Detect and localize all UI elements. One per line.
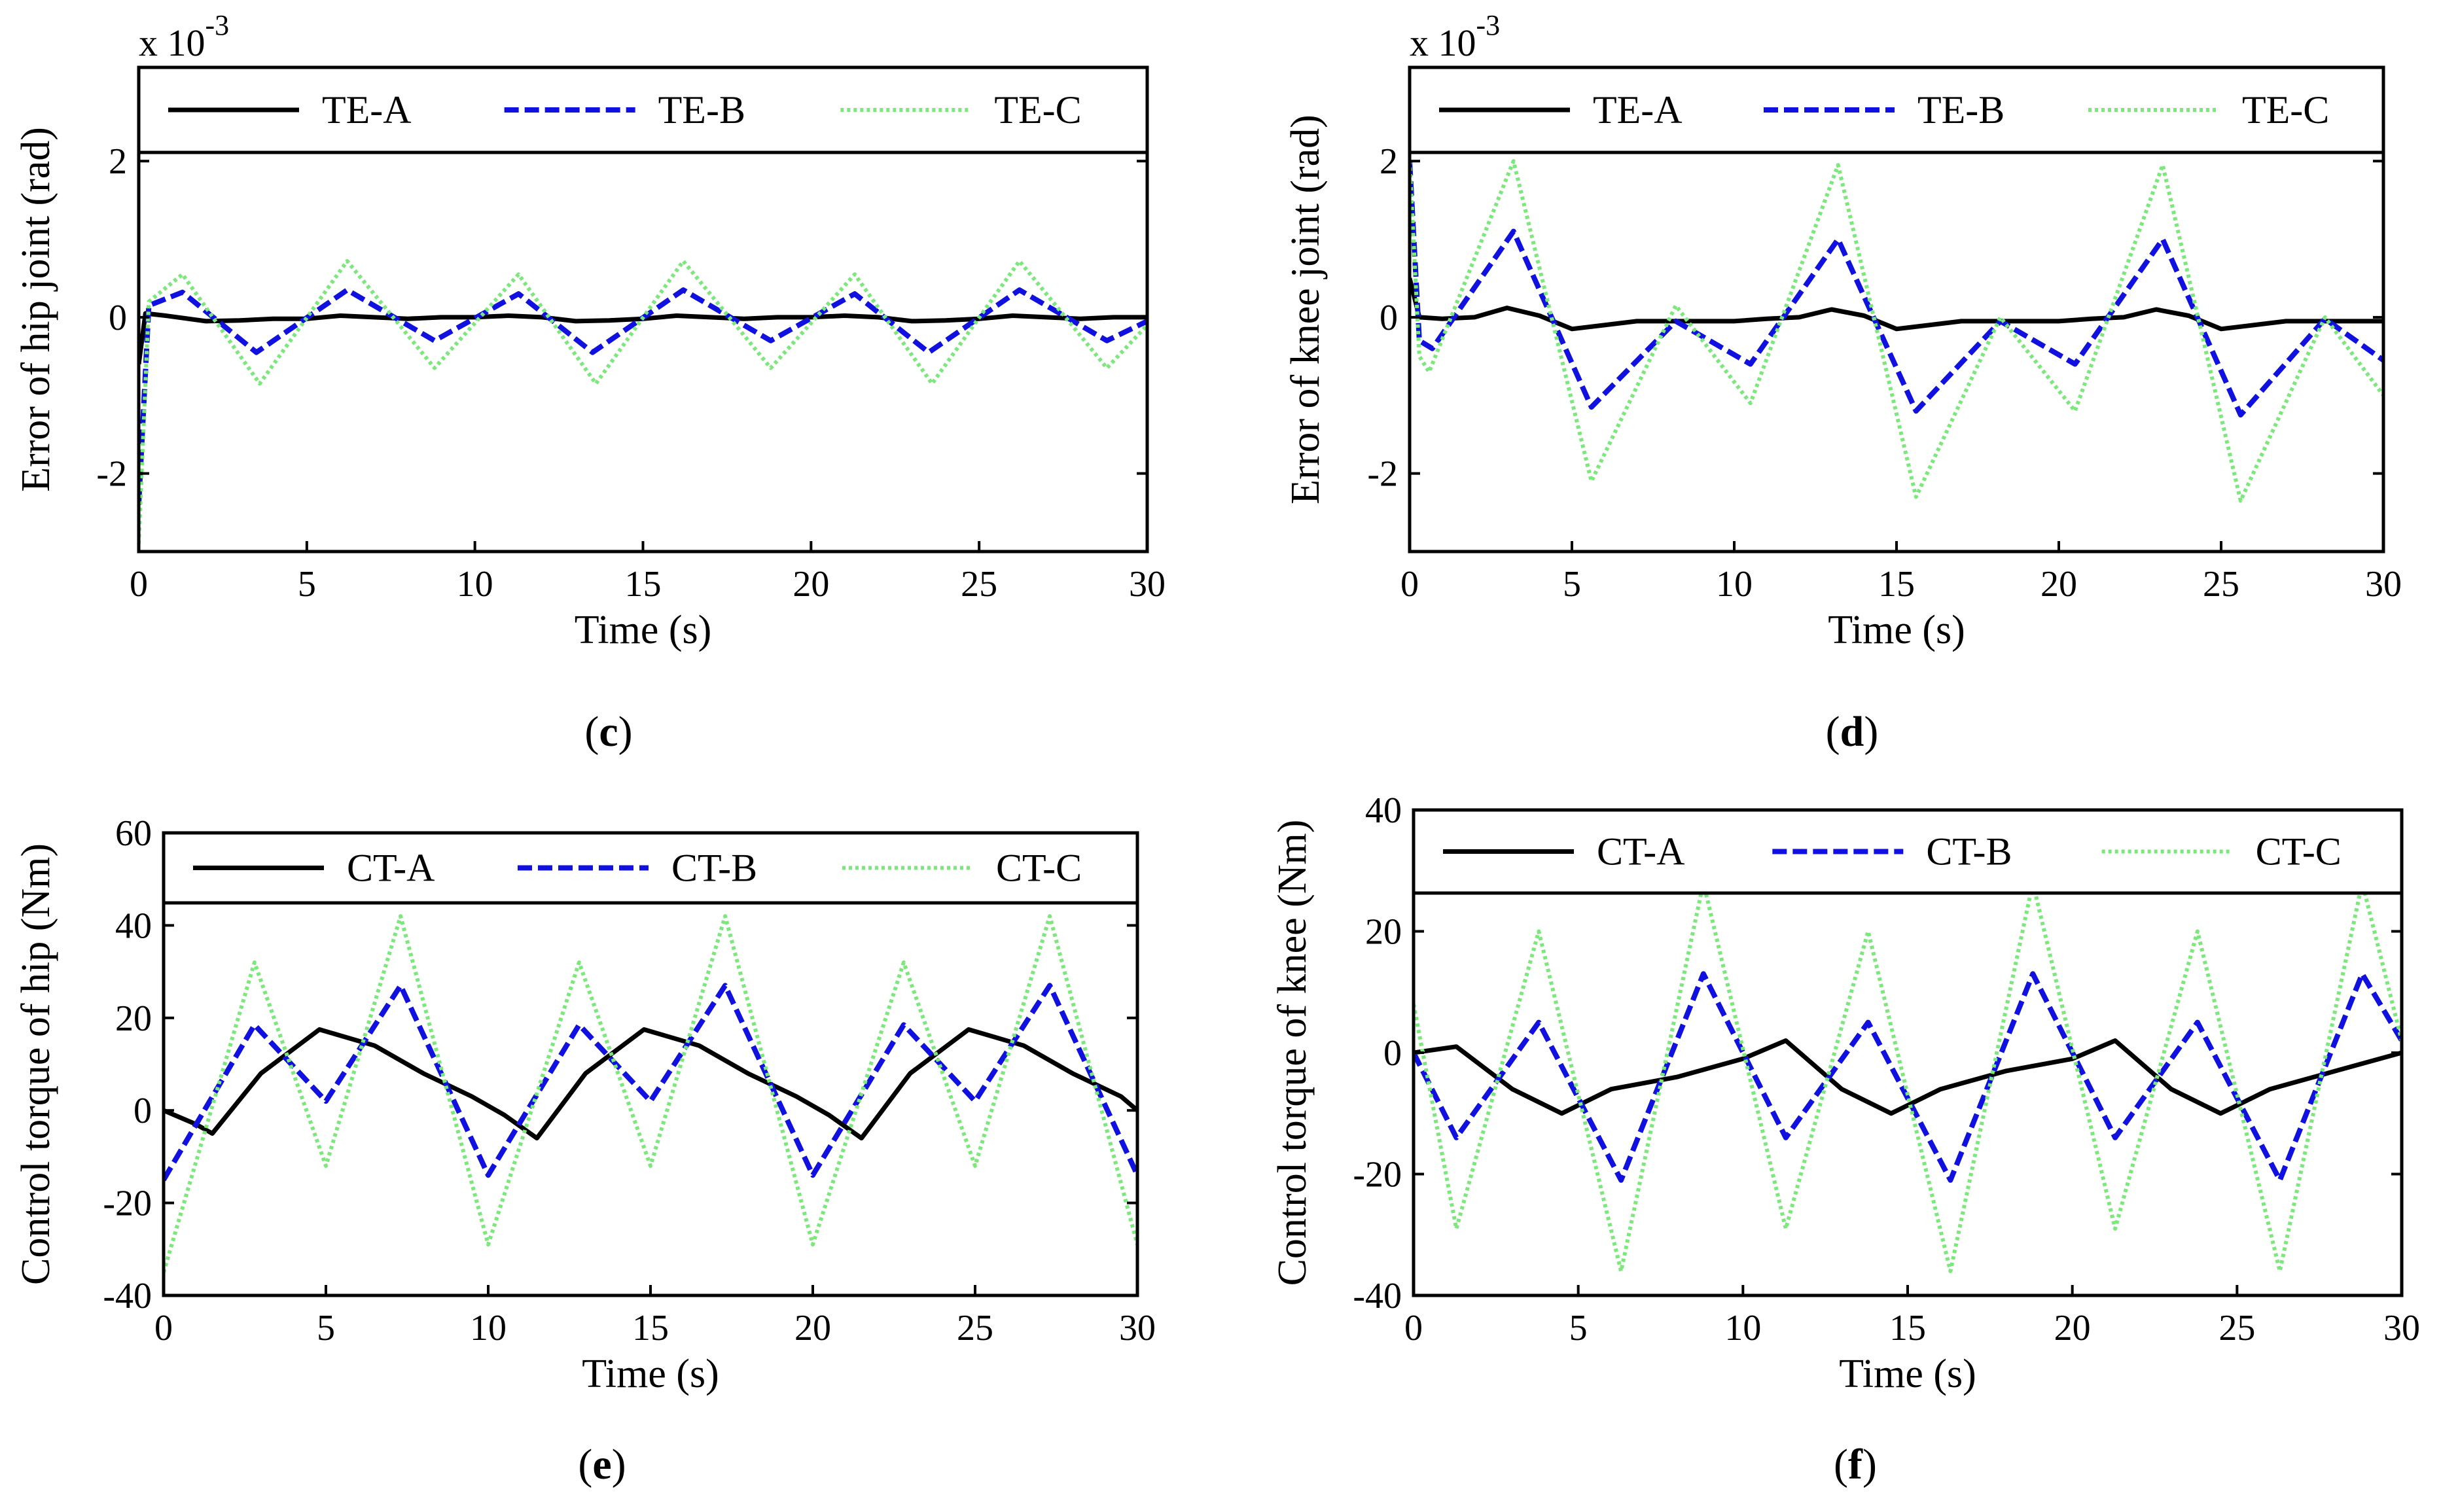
legend-label-te-c: TE-C (994, 88, 1081, 132)
x-tick-label: 20 (793, 564, 829, 605)
y-tick-label: 0 (1383, 1033, 1402, 1074)
panel-label: (e) (578, 1441, 626, 1488)
x-tick-label: 10 (457, 564, 493, 605)
legend-box (1408, 65, 2385, 154)
series-line-ct-a (1414, 1038, 2402, 1116)
y-tick-label: 40 (1365, 790, 1402, 831)
y-axis-label: Error of knee joint (rad) (1283, 114, 1328, 504)
x-tick-label: 30 (1119, 1308, 1156, 1348)
x-tick-label: 15 (625, 564, 662, 605)
x-tick-label: 25 (957, 1308, 993, 1348)
panel-label: (f) (1834, 1441, 1877, 1488)
series-line-te-b (139, 287, 1147, 505)
x-tick-label: 25 (961, 564, 997, 605)
x-axis-label: Time (s) (1828, 608, 1965, 652)
legend-label-te-a: TE-A (322, 88, 412, 132)
legend-box (162, 831, 1139, 905)
legend-box (1412, 808, 2404, 895)
legend-label-ct-a: CT-A (347, 847, 435, 890)
x-tick-label: 30 (2383, 1308, 2420, 1348)
y-tick-label: -2 (96, 454, 127, 495)
y-axis-label: Control torque of knee (Nm) (1270, 820, 1315, 1286)
chart-panel-c: 0 5 10 15 20 25 30 -2 0 2 x 10-3 TE-A TE-B TE-C Time (… (14, 9, 1166, 756)
legend-label-ct-b: CT-B (1926, 830, 2012, 873)
x-tick-label: 30 (1129, 564, 1166, 605)
axis-scale-exponent: -3 (205, 9, 230, 41)
panel-label: (c) (584, 708, 632, 756)
y-tick-label: 40 (115, 905, 152, 946)
x-tick-label: 5 (1563, 564, 1581, 605)
chart-panel-e: 0 5 10 15 20 25 30 -40 -20 0 20 40 60 CT-A CT-B CT-C Tim… (14, 813, 1156, 1488)
x-tick-label: 10 (1716, 564, 1753, 605)
y-tick-label: 0 (1380, 298, 1398, 338)
x-axis-label: Time (s) (1839, 1352, 1976, 1396)
series-line-ct-a (164, 1027, 1137, 1141)
x-tick-label: 10 (470, 1308, 507, 1348)
y-tick-label: -20 (103, 1184, 152, 1224)
y-tick-label: -2 (1367, 454, 1398, 495)
chart-panel-f: 0 5 10 15 20 25 30 -40 -20 0 20 40 CT-A CT-B CT-C Time … (1270, 790, 2420, 1488)
x-tick-label: 0 (1404, 1308, 1423, 1348)
y-tick-label: -40 (103, 1276, 152, 1316)
legend-box (137, 65, 1149, 154)
series-line-ct-c (164, 914, 1137, 1273)
x-tick-label: 20 (794, 1308, 831, 1348)
series-line-ct-b (164, 983, 1137, 1182)
series-line-te-b (1410, 160, 2383, 418)
legend-label-te-a: TE-A (1593, 88, 1683, 132)
y-tick-label: 0 (109, 298, 127, 338)
series-line-te-a (1410, 277, 2383, 332)
x-tick-label: 25 (2218, 1308, 2255, 1348)
panel-label: (d) (1826, 708, 1879, 756)
x-tick-label: 30 (2365, 564, 2402, 605)
y-tick-label: 2 (1380, 141, 1398, 182)
x-tick-label: 25 (2203, 564, 2239, 605)
x-tick-label: 15 (1889, 1308, 1926, 1348)
axis-scale-exponent: -3 (1476, 9, 1501, 41)
y-tick-label: 20 (1365, 912, 1402, 953)
series-line-te-c (1410, 159, 2383, 503)
legend-label-ct-a: CT-A (1597, 830, 1684, 873)
x-tick-label: 15 (1878, 564, 1915, 605)
y-tick-label: 20 (115, 998, 152, 1039)
series-line-ct-c (1414, 881, 2402, 1273)
x-tick-label: 15 (632, 1308, 669, 1348)
legend-label-te-b: TE-B (658, 88, 745, 132)
x-tick-label: 20 (2040, 564, 2077, 605)
x-tick-label: 5 (298, 564, 316, 605)
x-axis-label: Time (s) (582, 1352, 719, 1396)
x-axis-label: Time (s) (575, 608, 712, 652)
y-axis-label: Error of hip joint (rad) (14, 127, 58, 492)
x-tick-label: 10 (1724, 1308, 1761, 1348)
x-tick-label: 20 (2054, 1308, 2091, 1348)
y-tick-label: -40 (1353, 1276, 1402, 1316)
y-axis-label: Control torque of hip (Nm) (14, 843, 58, 1285)
y-tick-label: 2 (109, 141, 127, 182)
x-tick-label: 0 (130, 564, 148, 605)
legend-label-ct-c: CT-C (2256, 830, 2342, 873)
x-tick-label: 5 (1569, 1308, 1588, 1348)
legend-label-ct-b: CT-B (671, 847, 757, 890)
axis-scale-note: x 10-3 (139, 9, 229, 64)
chart-panel-d: 0 5 10 15 20 25 30 -2 0 2 x 10-3 TE-A TE-B TE-C Time (… (1283, 9, 2402, 756)
x-tick-label: 0 (1400, 564, 1419, 605)
legend-label-te-b: TE-B (1917, 88, 2004, 132)
axis-scale-note: x 10-3 (1410, 9, 1500, 64)
y-tick-label: 0 (134, 1091, 152, 1131)
y-tick-label: -20 (1353, 1155, 1402, 1195)
x-tick-label: 5 (317, 1308, 335, 1348)
x-tick-label: 0 (154, 1308, 173, 1348)
y-tick-label: 60 (115, 813, 152, 854)
series-line-ct-b (1414, 971, 2402, 1183)
legend-label-te-c: TE-C (2242, 88, 2329, 132)
series-line-te-c (139, 259, 1147, 544)
legend-label-ct-c: CT-C (996, 847, 1082, 890)
